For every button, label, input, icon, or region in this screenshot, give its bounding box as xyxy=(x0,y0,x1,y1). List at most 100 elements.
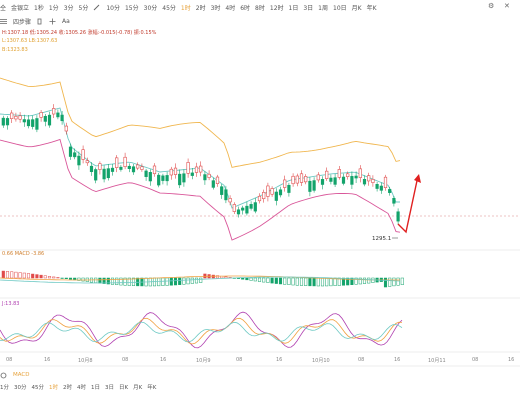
candle-body xyxy=(136,164,140,169)
macd-bar xyxy=(39,274,43,279)
candle-body xyxy=(60,114,64,122)
timeframe-3d[interactable]: 3日 xyxy=(303,4,314,12)
candle-body xyxy=(312,180,316,191)
price-tag: 1295.1 xyxy=(372,236,391,242)
trend-arrow xyxy=(397,175,419,234)
timeframe-5m[interactable]: 5分 xyxy=(78,4,89,12)
macd-bar xyxy=(245,277,249,281)
macd-bar xyxy=(283,277,287,285)
macd-bar xyxy=(241,277,245,280)
bottom-tf-1m[interactable]: 1分 xyxy=(0,385,9,391)
close-icon[interactable]: ✕ xyxy=(504,2,510,10)
candle-body xyxy=(18,115,22,120)
bottom-tf-yeark[interactable]: 年K xyxy=(147,385,157,391)
settings-icon[interactable]: ⚙ xyxy=(488,2,495,10)
timeframe-1m[interactable]: 1分 xyxy=(48,4,59,12)
macd-bar xyxy=(325,277,329,287)
candle-body xyxy=(392,198,396,204)
macd-bar xyxy=(350,277,354,285)
macd-bar xyxy=(320,277,325,287)
timeframe-30m[interactable]: 30分 xyxy=(143,4,158,12)
menu-icon[interactable] xyxy=(0,18,7,25)
candle-body xyxy=(299,173,304,183)
macd-legend: 0.66 MACD -3.86 xyxy=(2,251,45,257)
bottom-tf-45m[interactable]: 45分 xyxy=(31,385,45,391)
macd-bar xyxy=(94,277,98,283)
candle-body xyxy=(178,173,182,186)
timeframe-3m[interactable]: 3分 xyxy=(63,4,74,12)
ma-legend: L:1307.63 LB:1307.63 xyxy=(2,38,58,44)
candle-body xyxy=(350,176,354,185)
symbol-label[interactable]: 金银立 xyxy=(11,4,30,12)
candle-body xyxy=(371,179,375,183)
timeframe-45m[interactable]: 45分 xyxy=(162,4,176,12)
timeframe-10m[interactable]: 10分 xyxy=(106,4,120,12)
timeframe-1d[interactable]: 1日 xyxy=(288,4,299,12)
indicator-icon[interactable] xyxy=(0,372,7,379)
timeframe-12h[interactable]: 12时 xyxy=(269,4,284,12)
add-icon[interactable] xyxy=(49,18,56,25)
macd-bar xyxy=(199,277,203,283)
timeframe-month[interactable]: 月K xyxy=(351,4,362,12)
candle-body xyxy=(5,118,10,126)
macd-bar xyxy=(270,277,274,284)
candle-body xyxy=(85,160,89,164)
macd-bar xyxy=(47,276,52,279)
bottom-tf-1h[interactable]: 1时 xyxy=(49,385,58,391)
timeframe-toolbar: 仝 金银立 1秒 1分 3分 5分 10分 15分 30分 45分 1时 2时 … xyxy=(0,1,520,13)
timeframe-1s[interactable]: 1秒 xyxy=(34,4,44,12)
time-axis-label: 08 xyxy=(358,357,365,363)
macd-bar xyxy=(278,277,283,285)
macd-bar xyxy=(60,277,64,279)
candle-body xyxy=(73,152,77,158)
candle-body xyxy=(325,170,329,179)
macd-bar xyxy=(388,277,392,287)
candle-body xyxy=(52,108,56,115)
bottom-tf-2h[interactable]: 2时 xyxy=(63,385,72,391)
time-axis-label: 08 xyxy=(236,357,243,363)
candle-body xyxy=(127,165,131,169)
timeframe-8h[interactable]: 8时 xyxy=(255,4,265,12)
indicator-button[interactable]: 四步骤 xyxy=(13,18,32,26)
bottom-tf-1d[interactable]: 1日 xyxy=(91,385,100,391)
candle-body xyxy=(236,209,241,215)
candle-type-icon[interactable] xyxy=(36,18,43,25)
timeframe-2h[interactable]: 2时 xyxy=(195,4,206,12)
macd-bar xyxy=(400,277,404,285)
bottom-tf-4h[interactable]: 4时 xyxy=(77,385,86,391)
macd-bar xyxy=(64,277,68,279)
candle-body xyxy=(169,168,173,176)
timeframe-15m[interactable]: 15分 xyxy=(124,4,139,12)
timeframe-3h[interactable]: 3时 xyxy=(210,4,221,12)
crosshair-tool[interactable]: 仝 xyxy=(0,4,7,12)
macd-bar xyxy=(52,276,56,279)
candle-body xyxy=(35,118,39,130)
timeframe-1w[interactable]: 1周 xyxy=(318,4,328,12)
timeframe-6h[interactable]: 6时 xyxy=(240,4,251,12)
bottom-tf-dayk[interactable]: 日K xyxy=(119,385,129,391)
timeframe-4h[interactable]: 4时 xyxy=(225,4,236,12)
time-axis-label: 08 xyxy=(6,357,13,363)
macd-bar xyxy=(287,277,291,285)
timeframe-1h[interactable]: 1时 xyxy=(180,4,191,12)
candle-body xyxy=(257,195,262,202)
bottom-macd-tab[interactable]: MACD xyxy=(13,372,30,378)
candle-body xyxy=(304,176,308,183)
candle-body xyxy=(341,176,346,184)
macd-bar xyxy=(308,277,312,287)
bottom-tf-30m[interactable]: 30分 xyxy=(14,385,27,391)
font-button[interactable]: Aa xyxy=(62,17,70,25)
bottom-tf-3d[interactable]: 3日 xyxy=(105,385,114,391)
candle-body xyxy=(110,167,115,172)
timeframe-10d[interactable]: 10日 xyxy=(333,4,347,12)
macd-bar xyxy=(262,277,266,283)
candle-body xyxy=(39,112,43,118)
time-axis-label: 10月10 xyxy=(312,358,330,364)
candle-body xyxy=(224,189,228,201)
timeframe-year[interactable]: 年K xyxy=(366,4,377,12)
bottom-tf-monthk[interactable]: 月K xyxy=(133,385,143,391)
pen-icon[interactable] xyxy=(93,4,100,11)
macd-bar xyxy=(304,277,308,286)
macd-bar xyxy=(392,277,396,287)
